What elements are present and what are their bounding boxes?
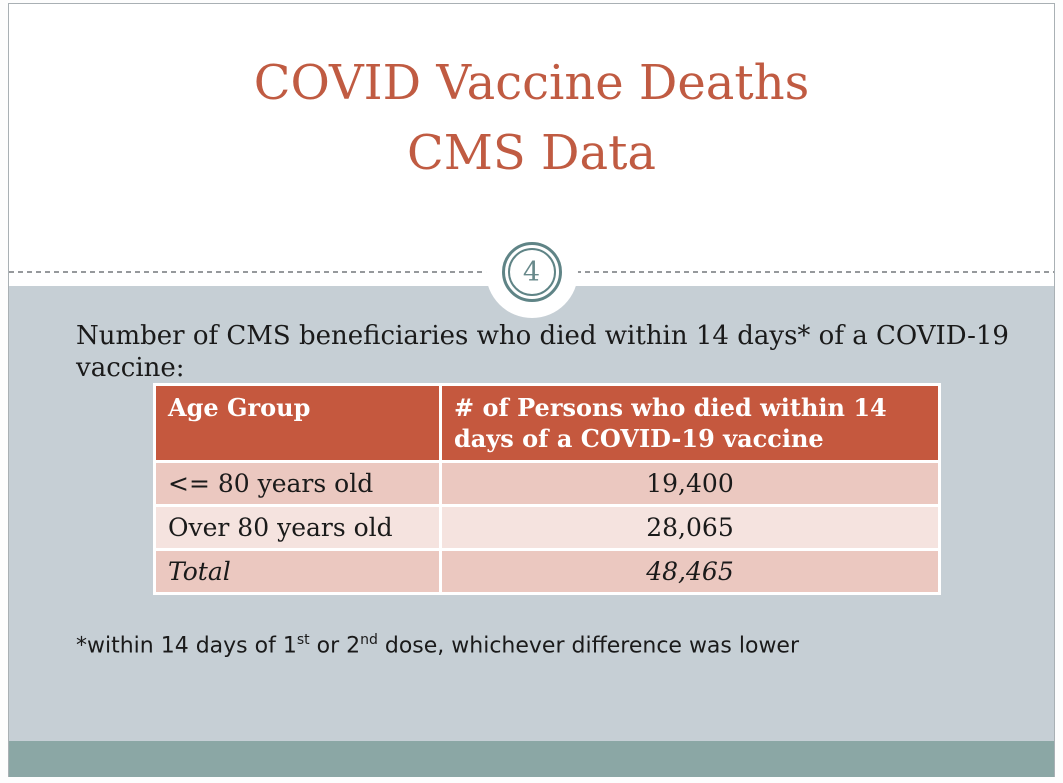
footnote-superscript: nd (360, 632, 378, 648)
deaths-value-cell: 28,065 (439, 504, 941, 551)
footer-accent-bar (9, 741, 1054, 777)
title-line-2: CMS Data (406, 125, 657, 181)
footnote-superscript: st (296, 632, 310, 648)
title-line-1: COVID Vaccine Deaths (253, 55, 810, 111)
table-header-row: Age Group # of Persons who died within 1… (153, 383, 941, 463)
badge-outer-ring: 4 (501, 242, 562, 302)
slide: COVID Vaccine Deaths CMS Data 4 Number o… (8, 3, 1055, 777)
slide-number-badge: 4 (485, 226, 578, 318)
deaths-value-cell: 48,465 (439, 548, 941, 595)
table-row-total: Total 48,465 (153, 548, 941, 595)
footnote: *within 14 days of 1st or 2nd dose, whic… (76, 626, 976, 660)
table-header-deaths: # of Persons who died within 14 days of … (439, 383, 941, 463)
table-header-age-group: Age Group (153, 383, 442, 463)
table-row: <= 80 years old 19,400 (153, 460, 941, 507)
age-group-cell: Total (153, 548, 442, 595)
intro-text: Number of CMS beneficiaries who died wit… (76, 321, 1009, 383)
badge-inner-ring: 4 (507, 248, 556, 296)
footnote-text: *within 14 days of 1 (76, 633, 297, 659)
table-row: Over 80 years old 28,065 (153, 504, 941, 551)
deaths-value-cell: 19,400 (439, 460, 941, 507)
age-group-cell: <= 80 years old (153, 460, 442, 507)
footnote-text: or 2 (309, 633, 361, 659)
slide-title: COVID Vaccine Deaths CMS Data (9, 48, 1054, 188)
footnote-text: dose, whichever difference was lower (377, 633, 800, 659)
age-group-cell: Over 80 years old (153, 504, 442, 551)
slide-number: 4 (522, 256, 541, 288)
vaccine-deaths-table: Age Group # of Persons who died within 1… (153, 383, 941, 595)
